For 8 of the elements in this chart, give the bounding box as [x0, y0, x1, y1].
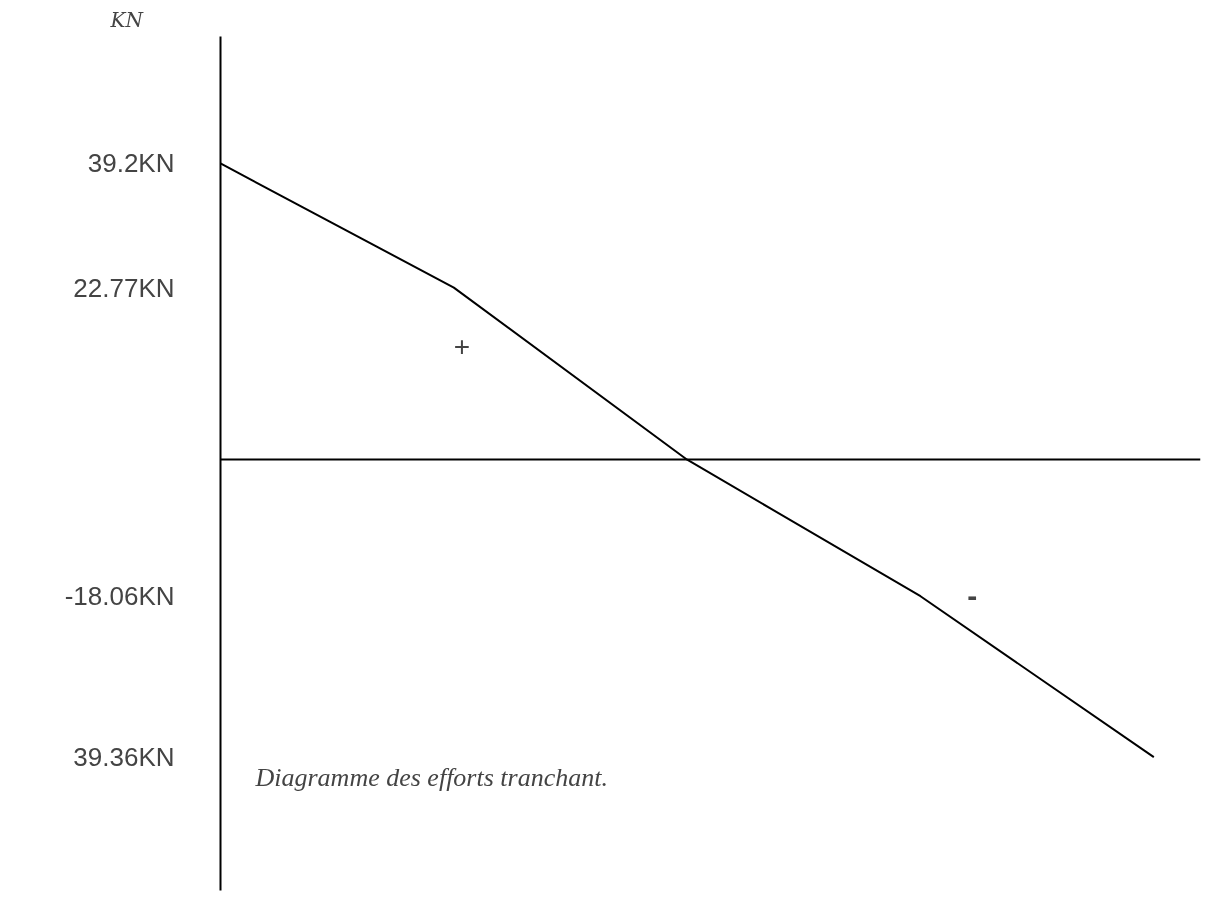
- y-axis-title: KN: [109, 7, 145, 32]
- y-tick-label: 22.77KN: [73, 272, 175, 303]
- y-tick-label: 39.36KN: [73, 742, 175, 773]
- y-tick-label: -18.06KN: [64, 581, 175, 612]
- annotation: -: [967, 578, 978, 612]
- annotation: Diagramme des efforts tranchant.: [254, 762, 608, 792]
- y-tick-label: 39.2KN: [87, 148, 175, 179]
- annotation: +: [453, 330, 471, 362]
